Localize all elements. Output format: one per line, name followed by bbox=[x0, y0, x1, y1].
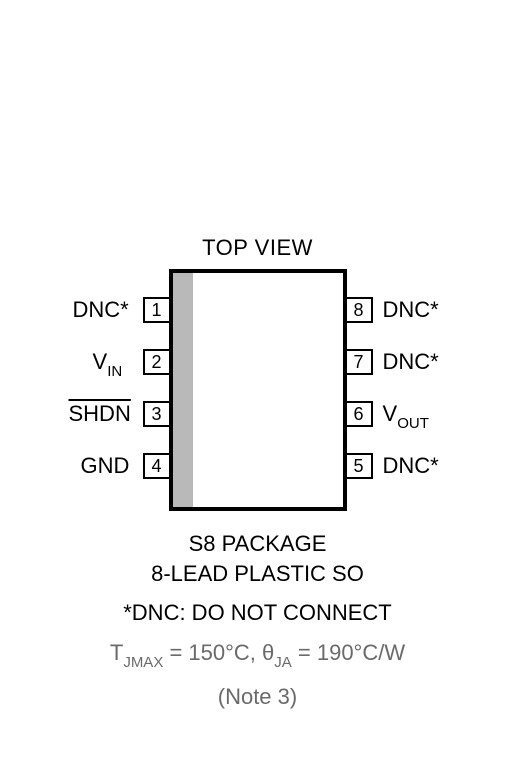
pin-label-8: DNC* bbox=[383, 297, 439, 323]
dnc-note: *DNC: DO NOT CONNECT bbox=[110, 598, 405, 628]
footer: S8 PACKAGE 8-LEAD PLASTIC SO *DNC: DO NO… bbox=[110, 529, 405, 711]
package-name: S8 PACKAGE bbox=[110, 529, 405, 559]
pin-4: 4 bbox=[143, 453, 171, 479]
pin-label-4: GND bbox=[81, 453, 130, 479]
pin-label-7: DNC* bbox=[383, 349, 439, 375]
chip-body bbox=[169, 269, 347, 511]
pin-5: 5 bbox=[345, 453, 373, 479]
top-view-label: TOP VIEW bbox=[202, 235, 313, 261]
pin-1: 1 bbox=[143, 297, 171, 323]
pin-3: 3 bbox=[143, 401, 171, 427]
chip-stripe bbox=[173, 273, 193, 507]
thermal-line: TJMAX = 150°C, θJA = 190°C/W bbox=[110, 638, 405, 672]
pin-label-3: SHDN bbox=[69, 401, 131, 427]
pin-7: 7 bbox=[345, 349, 373, 375]
pin-6: 6 bbox=[345, 401, 373, 427]
pin-2: 2 bbox=[143, 349, 171, 375]
pinout-diagram: TOP VIEW 1 DNC* 2 VIN 3 SHDN 4 GND 8 DNC* 7 DNC* 6 VO… bbox=[0, 235, 515, 711]
pin-label-5: DNC* bbox=[383, 453, 439, 479]
pin-label-1: DNC* bbox=[73, 297, 129, 323]
pin-label-6: VOUT bbox=[383, 401, 429, 430]
pin-label-2: VIN bbox=[93, 349, 123, 378]
chip-area: 1 DNC* 2 VIN 3 SHDN 4 GND 8 DNC* 7 DNC* 6 VOUT 5 DNC* bbox=[63, 269, 453, 521]
pin-8: 8 bbox=[345, 297, 373, 323]
note-ref: (Note 3) bbox=[110, 682, 405, 712]
package-desc: 8-LEAD PLASTIC SO bbox=[110, 559, 405, 589]
